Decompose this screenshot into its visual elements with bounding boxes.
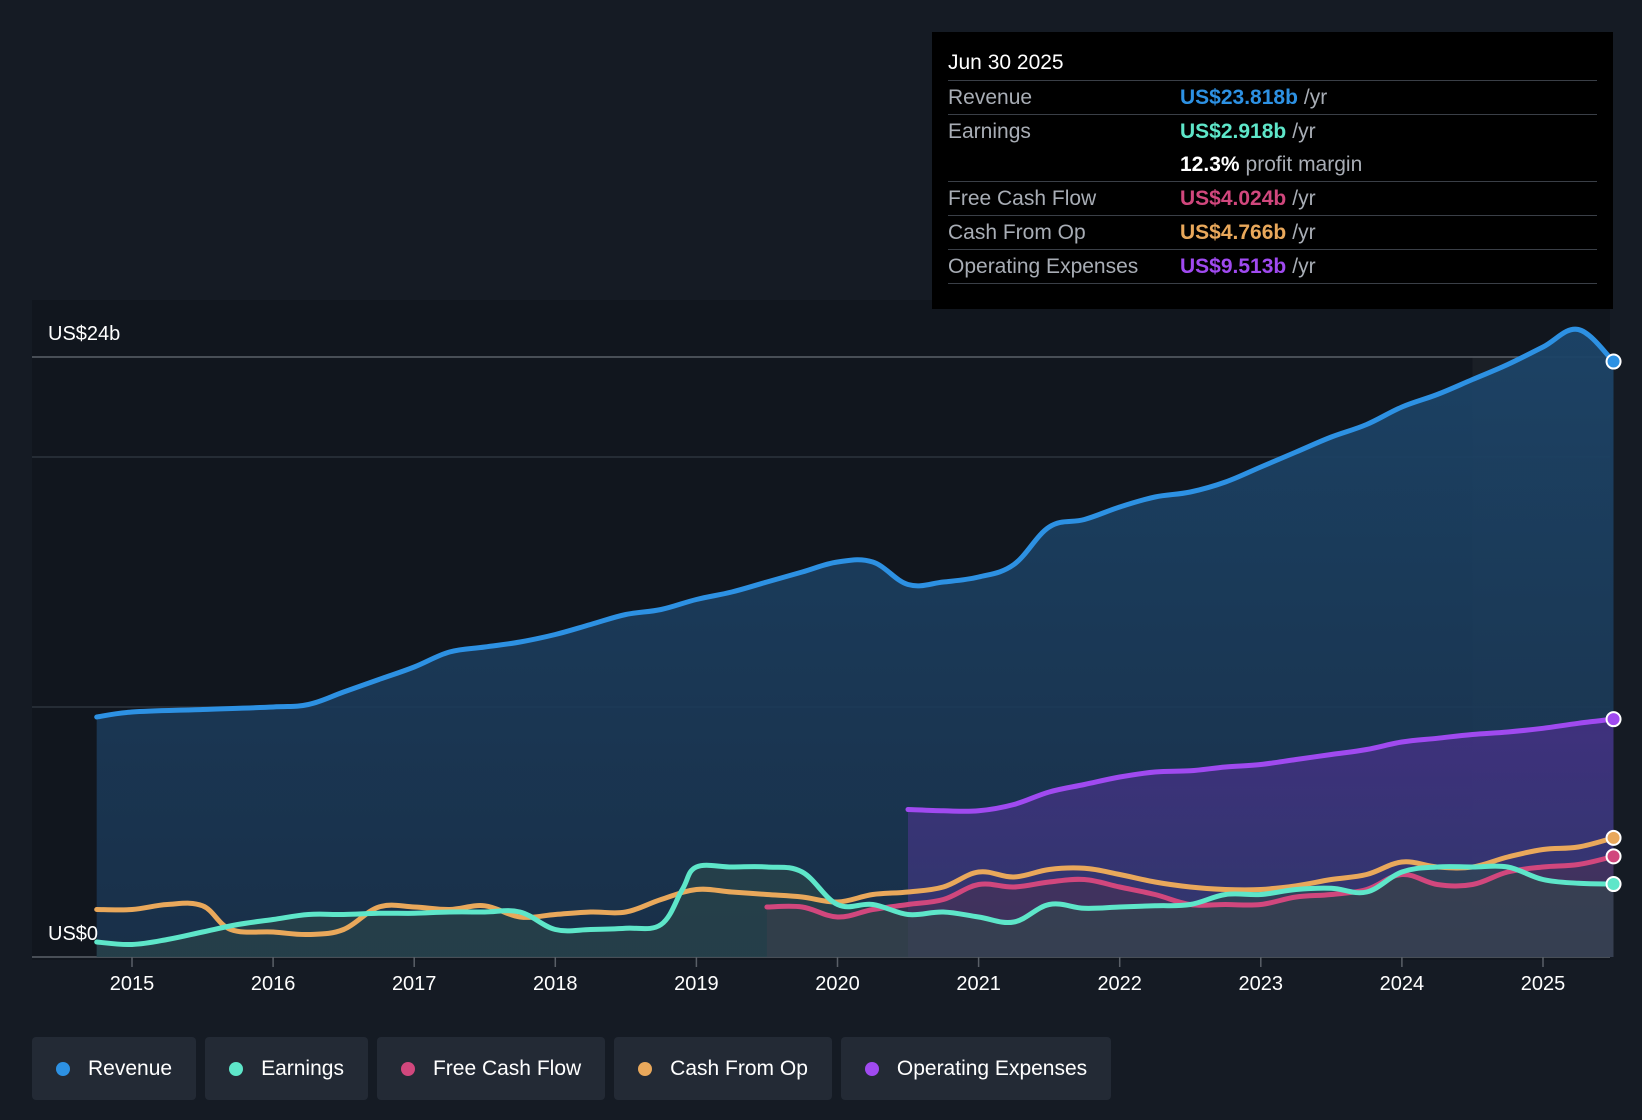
y-axis-bottom-label: US$0 (48, 923, 98, 945)
legend-item-free-cash-flow[interactable]: Free Cash Flow (376, 1037, 606, 1100)
tooltip-value: US$23.818b (1180, 85, 1298, 109)
earnings-endpoint (1605, 876, 1622, 893)
x-tick-label: 2024 (1380, 973, 1425, 995)
tooltip-value: 12.3% (1180, 152, 1240, 176)
tooltip-value: US$2.918b (1180, 119, 1287, 143)
legend-label: Free Cash Flow (432, 1056, 582, 1080)
legend-item-earnings[interactable]: Earnings (205, 1037, 368, 1100)
x-tick-label: 2021 (956, 973, 1001, 995)
legend-label: Revenue (88, 1056, 173, 1080)
tooltip-unit: /yr (1292, 220, 1316, 244)
tooltip-label: Cash From Op (948, 220, 1086, 244)
legend-label: Operating Expenses (896, 1056, 1088, 1080)
earnings-area (96, 865, 1614, 957)
tooltip-row-operating-expenses: Operating Expenses US$9.513b /yr (948, 250, 1597, 284)
tooltip-unit: /yr (1292, 119, 1316, 143)
cash-from-op-endpoint (1605, 829, 1622, 846)
series-lines (94, 326, 1616, 948)
legend-dot-icon (56, 1061, 70, 1076)
tooltip-value: US$4.024b (1180, 186, 1287, 210)
tooltip-row-earnings: Earnings US$2.918b /yr (948, 115, 1597, 148)
x-tick-label: 2016 (251, 973, 296, 995)
revenue-line (94, 326, 1616, 720)
legend-dot-icon (400, 1061, 415, 1076)
tooltip-unit: /yr (1292, 186, 1316, 210)
tooltip-label: Earnings (948, 119, 1031, 143)
x-tick-label: 2022 (1097, 973, 1142, 995)
legend-label: Cash From Op (670, 1056, 808, 1080)
financial-chart: 2015 2016 2017 2018 2019 2020 2021 2022 2023 2024… (32, 323, 1622, 995)
tooltip-unit: profit margin (1245, 152, 1363, 176)
legend-item-cash-from-op[interactable]: Cash From Op (614, 1037, 832, 1100)
legend-item-revenue[interactable]: Revenue (32, 1037, 197, 1100)
x-tick-label: 2019 (674, 973, 719, 995)
legend-item-operating-expenses[interactable]: Operating Expenses (840, 1037, 1112, 1100)
tooltip-label: Free Cash Flow (948, 186, 1097, 210)
chart-legend: Revenue Earnings Free Cash Flow Cash Fro… (32, 1037, 1112, 1100)
free-cash-flow-endpoint (1605, 848, 1622, 865)
tooltip-date: Jun 30 2025 (948, 46, 1597, 81)
x-tick-label: 2023 (1239, 973, 1284, 995)
x-tick-label: 2025 (1521, 973, 1566, 995)
tooltip-row-cash-from-op: Cash From Op US$4.766b /yr (948, 216, 1597, 250)
x-axis-ticks: 2015 2016 2017 2018 2019 2020 2021 2022 2023 2024… (110, 957, 1566, 995)
revenue-endpoint (1605, 353, 1622, 370)
tooltip-unit: /yr (1303, 85, 1328, 109)
y-axis-top-label: US$24b (48, 323, 120, 345)
tooltip-unit: /yr (1292, 254, 1316, 278)
tooltip-label: Revenue (948, 85, 1033, 109)
tooltip-row-revenue: Revenue US$23.818b /yr (948, 81, 1597, 115)
x-tick-label: 2015 (110, 973, 155, 995)
tooltip-row-profit-margin: 12.3% profit margin (948, 148, 1597, 182)
legend-label: Earnings (261, 1056, 344, 1080)
legend-dot-icon (229, 1061, 244, 1076)
tooltip-row-free-cash-flow: Free Cash Flow US$4.024b /yr (948, 182, 1597, 216)
tooltip-value: US$9.513b (1180, 254, 1287, 278)
operating-expenses-endpoint (1605, 711, 1622, 728)
x-tick-label: 2018 (533, 973, 578, 995)
earnings-line (94, 862, 1616, 948)
x-tick-label: 2020 (815, 973, 860, 995)
tooltip-value: US$4.766b (1180, 220, 1287, 244)
legend-dot-icon (638, 1061, 653, 1076)
series-endpoints (1605, 353, 1622, 893)
tooltip-panel: Jun 30 2025 Revenue US$23.818b /yr Earni… (932, 32, 1613, 309)
operating-expenses-line (905, 716, 1616, 814)
x-tick-label: 2017 (392, 973, 437, 995)
tooltip-label: Operating Expenses (948, 254, 1139, 278)
legend-dot-icon (864, 1061, 879, 1076)
cash-from-op-line (94, 835, 1616, 938)
